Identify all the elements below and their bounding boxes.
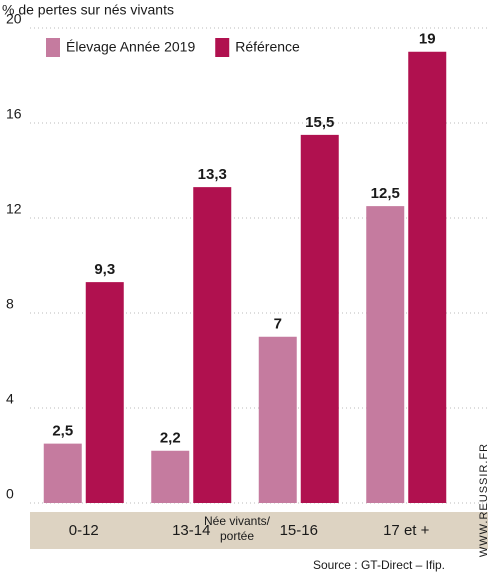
y-tick-label: 16	[6, 106, 22, 122]
value-label: 9,3	[94, 261, 115, 278]
bar	[300, 134, 339, 503]
y-tick-label: 8	[6, 296, 14, 312]
bar	[193, 187, 232, 503]
legend-label: Élevage Année 2019	[66, 39, 195, 55]
legend-swatch	[215, 38, 230, 57]
value-label: 19	[419, 31, 436, 48]
x-axis-title: portée	[220, 529, 254, 543]
value-label: 15,5	[305, 114, 334, 131]
value-label: 2,2	[160, 430, 181, 447]
y-tick-label: 12	[6, 201, 22, 217]
bar	[43, 443, 82, 503]
legend-box	[38, 33, 288, 63]
x-tick-label: 0-12	[69, 522, 99, 539]
value-label: 13,3	[198, 166, 227, 183]
bar	[366, 206, 405, 503]
bar	[85, 282, 124, 503]
y-tick-label: 20	[6, 11, 22, 27]
y-tick-label: 4	[6, 391, 14, 407]
x-tick-label: 13-14	[172, 522, 210, 539]
value-label: 12,5	[371, 185, 400, 202]
legend-label: Référence	[235, 39, 300, 55]
bar	[258, 336, 297, 503]
legend-swatch	[46, 38, 60, 57]
category-band	[30, 512, 488, 549]
value-label: 7	[274, 316, 282, 333]
watermark: WWW.REUSSIR.FR	[478, 443, 490, 557]
bar	[151, 450, 190, 503]
x-tick-label: 17 et +	[383, 522, 430, 539]
bar	[408, 51, 447, 503]
x-tick-label: 15-16	[280, 522, 318, 539]
value-label: 2,5	[52, 423, 73, 440]
y-tick-label: 0	[6, 486, 14, 502]
y-axis-title: % de pertes sur nés vivants	[2, 2, 174, 18]
source: Source : GT-Direct – Ifip.	[313, 558, 445, 572]
x-axis-title: Née vivants/	[204, 514, 271, 528]
